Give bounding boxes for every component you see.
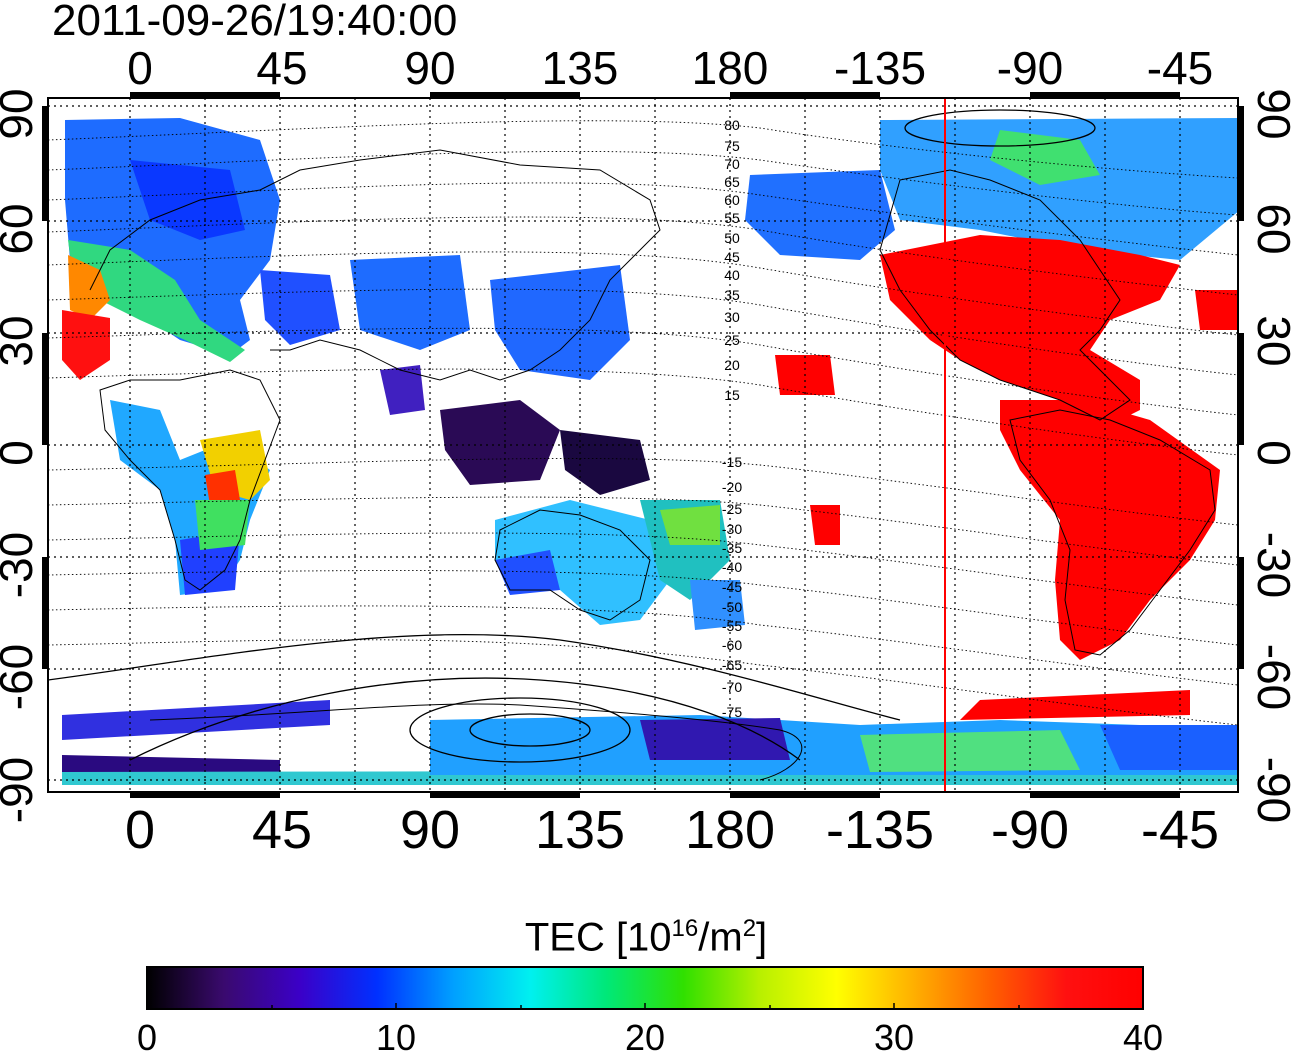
contour-labels-north: 80 75 70 65 60 55 50 45 40 35 30 25 20 1… [724,117,740,403]
contour-label: 55 [724,210,740,226]
contour-label: 50 [724,230,740,246]
contour-label: 45 [724,249,740,265]
colorbar-tick-label: 20 [624,1017,666,1058]
bottom-lon-label: -135 [826,800,934,860]
right-lat-label: 30 [1248,315,1292,366]
contour-label: -15 [722,454,742,470]
contour-label: -45 [722,579,742,595]
top-lon-label: 45 [256,42,307,94]
contour-label: 80 [724,117,740,133]
top-lon-label: -90 [997,42,1063,94]
colorbar-ticks [271,1003,1020,1009]
right-lat-label: -60 [1248,644,1292,710]
top-lon-label: 0 [127,42,153,94]
contour-labels-south: -15 -20 -25 -30 -35 -40 -45 -50 -55 -60 … [722,454,742,720]
contour-label: -55 [722,618,742,634]
left-lat-label: 90 [0,88,42,139]
contour-label: -25 [722,501,742,517]
left-lat-label: 0 [0,440,42,466]
coastlines [89,149,1216,781]
top-lon-label: -45 [1147,42,1213,94]
left-lat-label: -90 [0,757,42,823]
right-lat-label: 60 [1248,203,1292,254]
right-lat-label: 90 [1248,88,1292,139]
contour-label: 65 [724,174,740,190]
bottom-lon-label: -90 [991,800,1069,860]
colorbar [146,966,1144,1010]
contour-label: 60 [724,192,740,208]
frame-bars [42,92,1244,798]
top-lon-label: -135 [834,42,926,94]
bottom-lon-labels: 0 45 90 135 180 -135 -90 -45 [125,800,1219,860]
bottom-lon-label: -45 [1141,800,1219,860]
contour-label: 30 [724,309,740,325]
right-lat-labels: 90 60 30 0 -30 -60 -90 [1248,88,1292,823]
right-lat-label: 0 [1248,440,1292,466]
contour-label: -50 [722,599,742,615]
contour-label: -70 [722,679,742,695]
contour-label: 40 [724,267,740,283]
left-lat-label: 60 [0,203,42,254]
contour-label: -30 [722,521,742,537]
contour-label: -40 [722,559,742,575]
contour-label: 70 [724,156,740,172]
left-lat-label: -30 [0,532,42,598]
contour-label: 35 [724,287,740,303]
top-lon-label: 135 [542,42,619,94]
contour-label: -20 [722,479,742,495]
contour-label: -65 [722,657,742,673]
colorbar-tick-label: 40 [1122,1017,1164,1058]
contour-label: 25 [724,332,740,348]
bottom-lon-label: 135 [535,800,625,860]
left-lat-labels: 90 60 30 0 -30 -60 -90 [0,88,42,823]
contour-label: 15 [724,387,740,403]
colorbar-tick-label: 30 [873,1017,915,1058]
contour-label: -35 [722,540,742,556]
contour-label: -60 [722,637,742,653]
magnetic-contours [48,120,1238,726]
bottom-lon-label: 0 [125,800,155,860]
right-lat-label: -30 [1248,532,1292,598]
contour-label: 75 [724,138,740,154]
right-lat-label: -90 [1248,757,1292,823]
left-lat-label: 30 [0,315,42,366]
contour-label: -75 [722,704,742,720]
colorbar-tick-label: 10 [375,1017,417,1058]
grid-lines [48,98,1238,792]
top-lon-label: 90 [404,42,455,94]
bottom-lon-label: 45 [252,800,312,860]
colorbar-title: TEC [1016/m2] [524,915,768,960]
top-lon-labels: 0 45 90 135 180 -135 -90 -45 [127,42,1213,94]
left-lat-label: -60 [0,644,42,710]
map-title: 2011-09-26/19:40:00 [52,0,458,45]
bottom-lon-label: 180 [685,800,775,860]
contour-label: 20 [724,357,740,373]
top-lon-label: 180 [692,42,769,94]
colorbar-tick-label: 0 [136,1017,158,1058]
bottom-lon-label: 90 [400,800,460,860]
